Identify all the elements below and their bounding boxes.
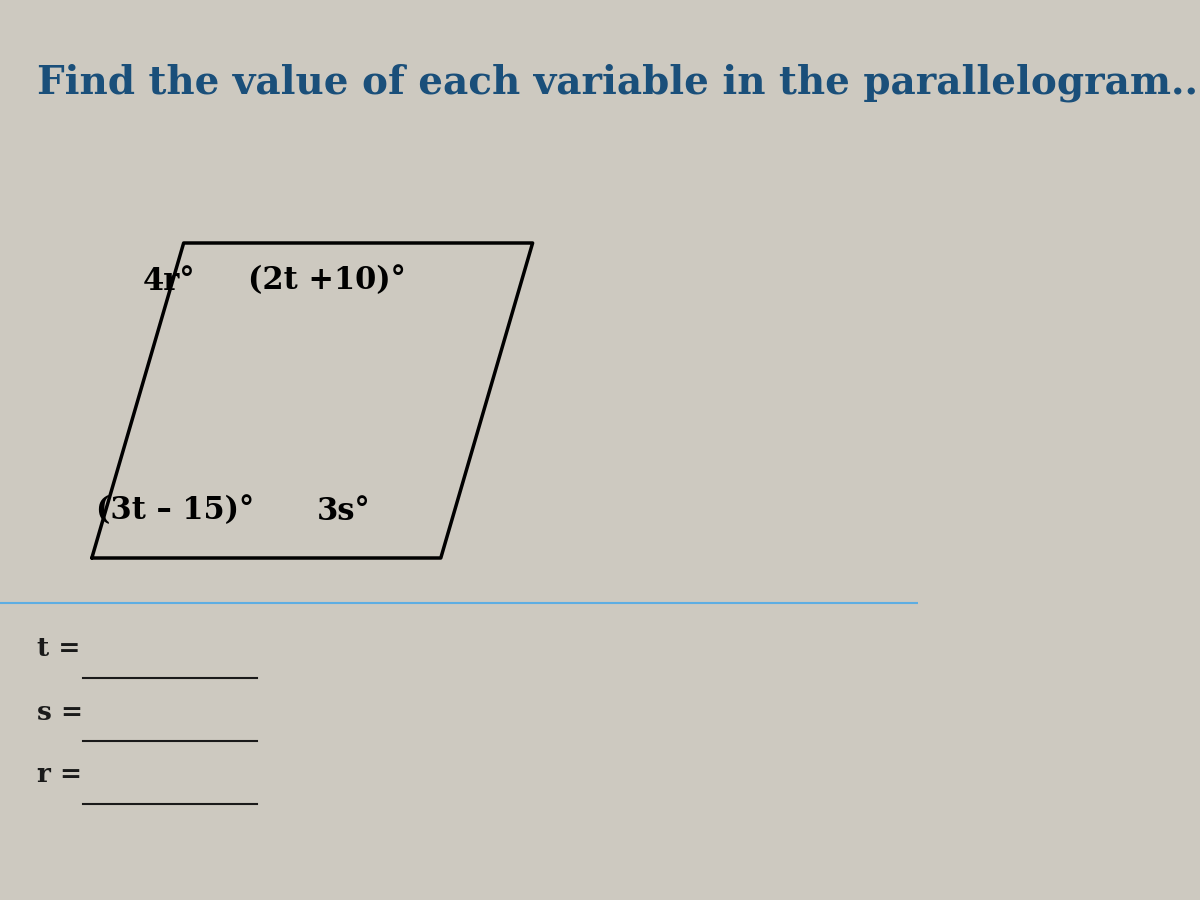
Text: (3t – 15)°: (3t – 15)° — [96, 496, 254, 526]
Text: 4r°: 4r° — [143, 266, 194, 296]
Text: r =: r = — [37, 762, 82, 788]
Text: Find the value of each variable in the parallelogram...: Find the value of each variable in the p… — [37, 63, 1200, 102]
Text: 3s°: 3s° — [317, 496, 371, 526]
Text: (2t +10)°: (2t +10)° — [248, 266, 406, 296]
Text: t =: t = — [37, 636, 80, 662]
Text: s =: s = — [37, 699, 83, 725]
